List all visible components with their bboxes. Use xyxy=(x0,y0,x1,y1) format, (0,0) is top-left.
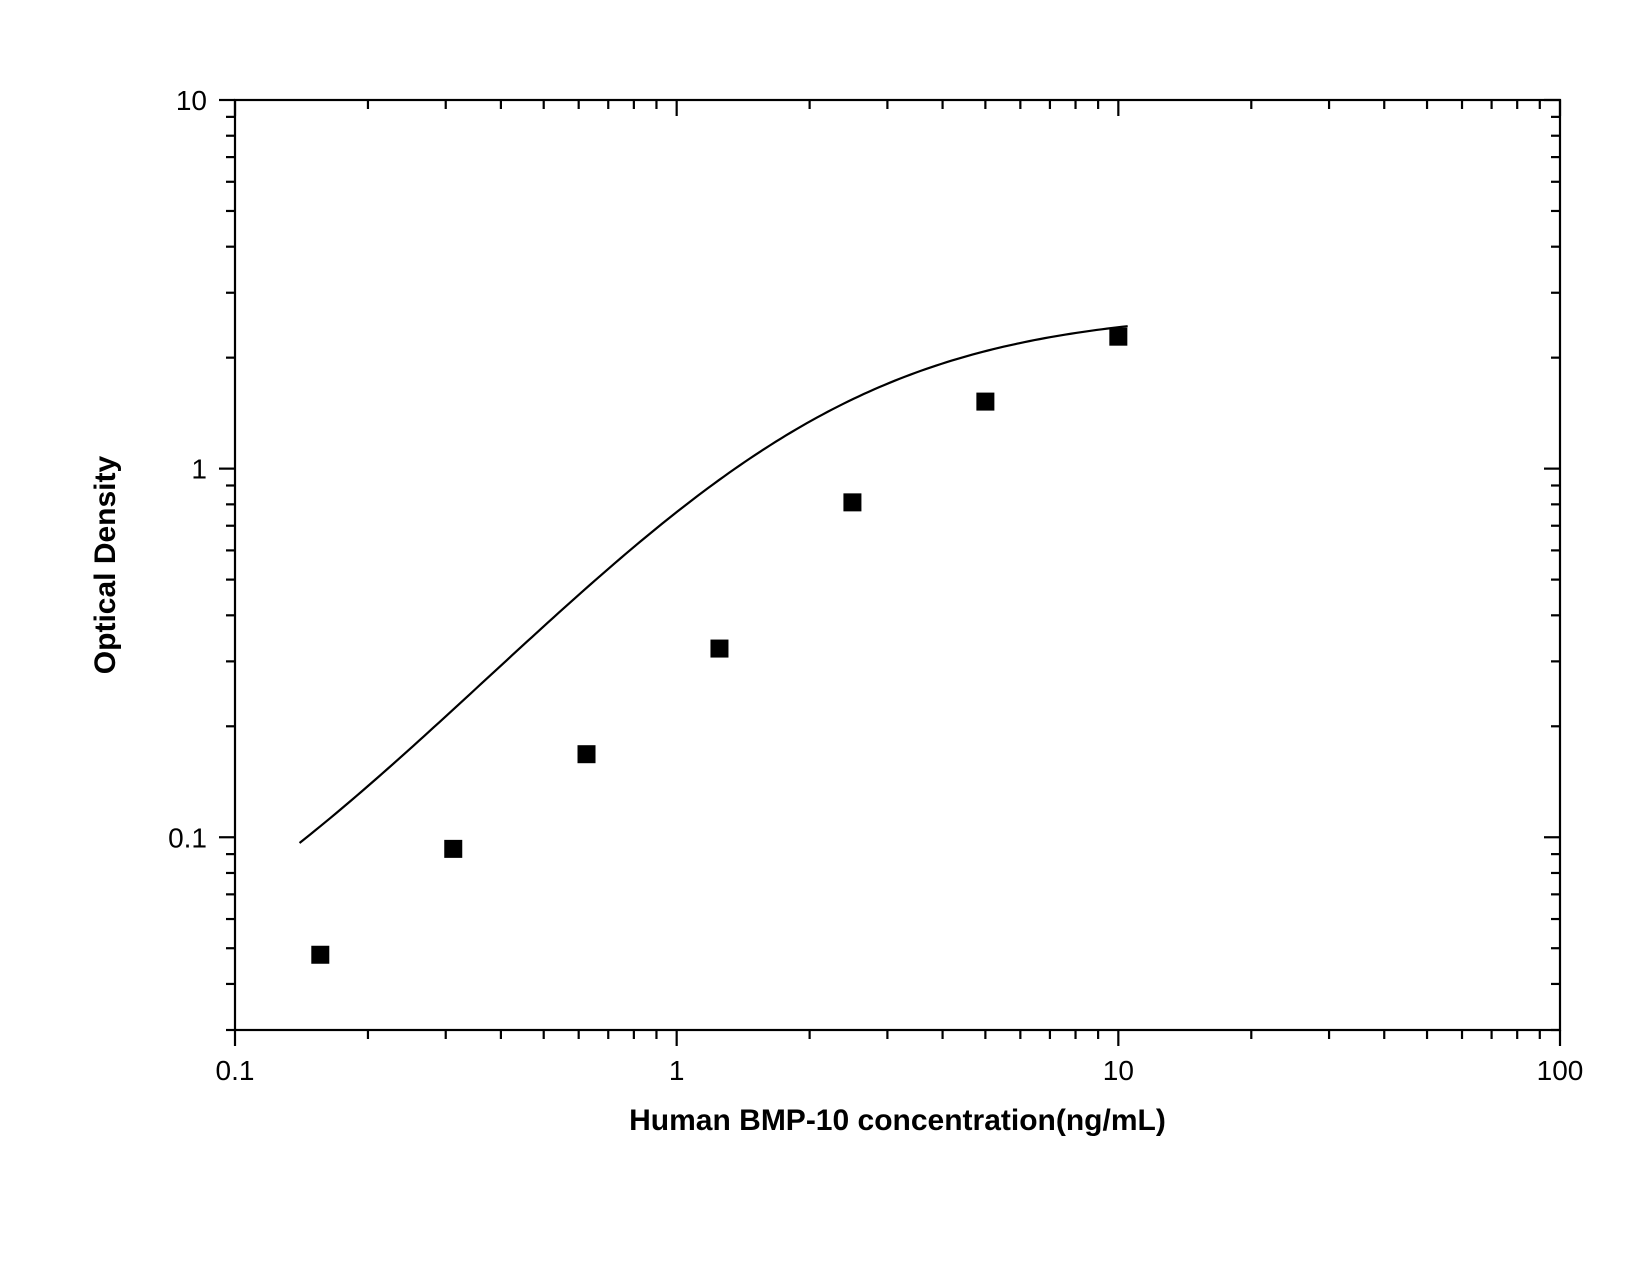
data-marker xyxy=(578,745,596,763)
data-marker xyxy=(710,640,728,658)
data-marker xyxy=(1109,328,1127,346)
x-tick-label: 10 xyxy=(1103,1055,1134,1086)
y-tick-label: 10 xyxy=(176,85,207,116)
y-tick-label: 1 xyxy=(191,454,207,485)
y-tick-label: 0.1 xyxy=(168,822,207,853)
x-tick-label: 100 xyxy=(1537,1055,1584,1086)
bmp10-standard-curve-chart: 0.1 1 10 100 0.1 1 10 Human BMP-10 concentratio… xyxy=(0,0,1650,1275)
x-tick-label: 1 xyxy=(669,1055,685,1086)
data-marker xyxy=(311,946,329,964)
data-marker xyxy=(843,493,861,511)
x-axis-label: Human BMP-10 concentration(ng/mL) xyxy=(629,1104,1166,1137)
y-axis-label: Optical Density xyxy=(89,455,122,674)
data-marker xyxy=(444,840,462,858)
x-tick-label: 0.1 xyxy=(216,1055,255,1086)
data-marker xyxy=(976,393,994,411)
